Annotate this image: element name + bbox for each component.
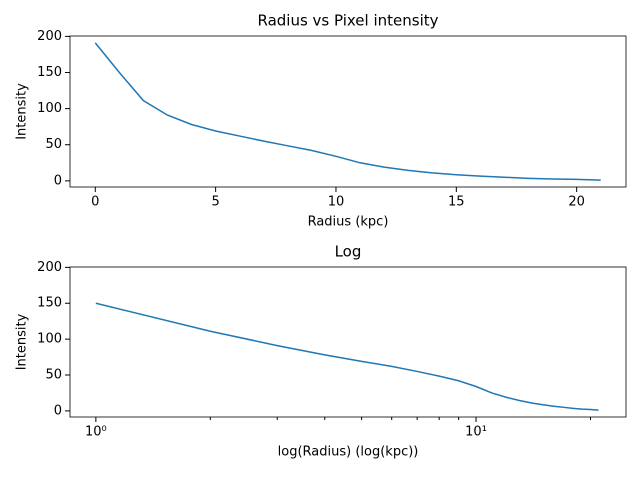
x-tick-label: 5 <box>211 195 219 210</box>
chart-title: Log <box>335 243 362 261</box>
y-tick-label: 150 <box>37 65 62 80</box>
y-tick-label: 200 <box>37 260 62 275</box>
x-tick-label: 10 <box>328 195 345 210</box>
x-tick-label: 15 <box>448 195 465 210</box>
x-tick-label: 20 <box>568 195 585 210</box>
plot-frame <box>69 266 627 418</box>
y-tick-label: 150 <box>37 296 62 311</box>
y-tick-label: 0 <box>54 403 62 418</box>
y-tick-label: 0 <box>54 173 62 188</box>
y-tick-label: 100 <box>37 332 62 347</box>
y-tick-label: 200 <box>37 29 62 44</box>
data-line <box>95 302 599 411</box>
y-axis-label: Intensity <box>15 313 30 370</box>
x-axis-label: Radius (kpc) <box>308 215 389 230</box>
y-tick-label: 50 <box>45 368 62 383</box>
y-tick-label: 100 <box>37 101 62 116</box>
y-axis-label: Intensity <box>15 83 30 140</box>
x-tick-label: 10⁰ <box>85 425 107 440</box>
y-tick-label: 50 <box>45 137 62 152</box>
x-tick-label: 10¹ <box>465 425 487 440</box>
x-tick-label: 0 <box>91 195 99 210</box>
data-line <box>94 42 601 181</box>
chart-title: Radius vs Pixel intensity <box>257 12 438 30</box>
plot-frame <box>69 35 627 188</box>
x-axis-label: log(Radius) (log(kpc)) <box>278 445 419 460</box>
